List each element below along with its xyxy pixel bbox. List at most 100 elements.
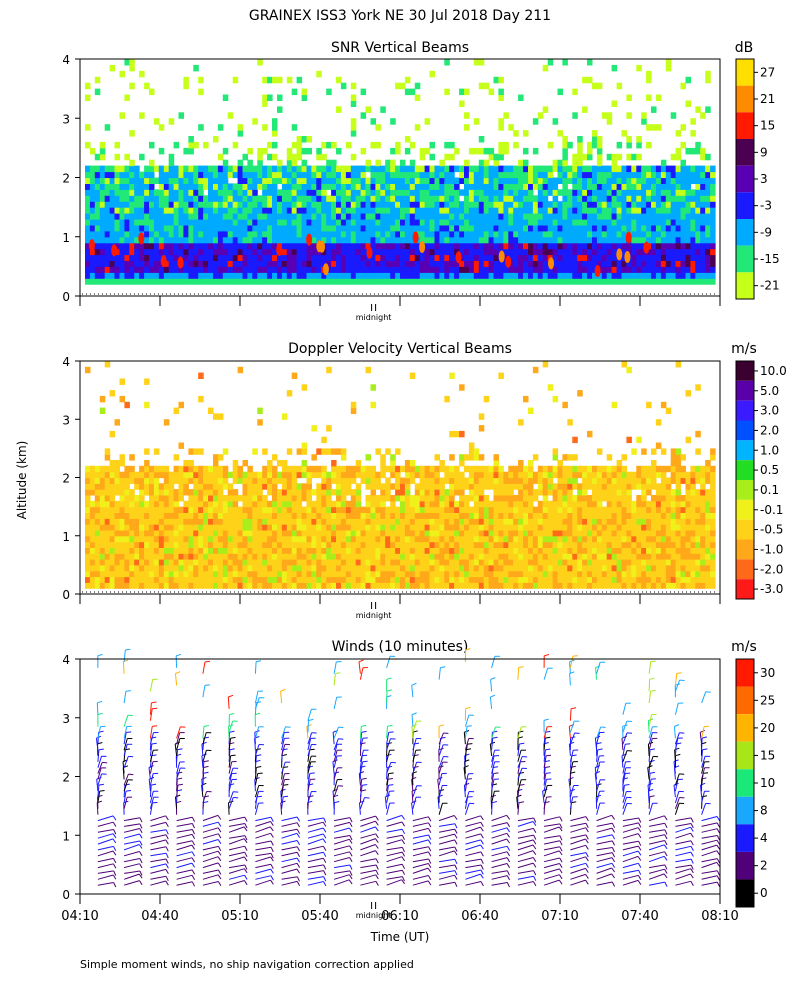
snr-cell: [203, 195, 209, 202]
snr-cell: [685, 230, 691, 238]
snr-cell: [168, 207, 175, 214]
doppler-cell: [306, 576, 312, 583]
snr-cell: [139, 260, 145, 267]
snr-cell: [646, 207, 652, 214]
snr-cell: [444, 141, 450, 149]
doppler-cell: [518, 477, 524, 484]
snr-cell: [414, 189, 421, 196]
doppler-cell: [281, 518, 288, 525]
snr-cell: [227, 230, 234, 238]
doppler-cell: [222, 547, 229, 554]
snr-cell: [498, 242, 504, 250]
snr-cell: [414, 266, 421, 273]
doppler-cell: [262, 576, 268, 583]
snr-cell: [395, 224, 401, 232]
doppler-cell: [227, 559, 234, 566]
snr-cell: [198, 278, 204, 285]
doppler-cell: [528, 564, 534, 572]
doppler-cell: [242, 564, 248, 572]
doppler-cell: [537, 506, 544, 513]
snr-cell: [464, 112, 470, 119]
snr-cell: [183, 254, 189, 261]
snr-cell: [242, 224, 248, 232]
snr-cell: [89, 189, 96, 196]
snr-cell: [316, 195, 322, 202]
panel-snr-title: SNR Vertical Beams: [331, 40, 469, 56]
doppler-cell: [89, 559, 96, 566]
doppler-cell: [385, 576, 391, 583]
snr-cell: [109, 254, 116, 261]
snr-cell: [680, 272, 686, 279]
doppler-cell: [252, 582, 258, 589]
snr-cell: [577, 207, 583, 214]
doppler-cell: [296, 489, 303, 496]
snr-cell: [400, 230, 406, 238]
snr-cell: [498, 183, 504, 190]
snr-cell: [641, 118, 647, 125]
snr-cell: [94, 224, 101, 232]
snr-cell: [247, 236, 253, 244]
snr-cell: [277, 224, 283, 232]
doppler-cell: [104, 524, 111, 531]
doppler-cell: [203, 471, 209, 479]
doppler-cell: [434, 465, 440, 473]
snr-cell: [340, 171, 347, 179]
snr-cell: [577, 260, 583, 267]
snr-cell: [690, 165, 696, 173]
doppler-cell: [370, 524, 376, 531]
doppler-cell: [139, 512, 145, 519]
snr-cell: [94, 278, 101, 285]
doppler-cell: [454, 564, 460, 572]
doppler-cell: [163, 419, 170, 426]
doppler-cell: [124, 535, 130, 543]
doppler-cell: [99, 535, 106, 543]
doppler-cell: [178, 576, 184, 583]
doppler-cell: [395, 559, 401, 566]
snr-cell: [641, 260, 647, 267]
snr-cell: [547, 171, 554, 179]
snr-cell: [596, 254, 603, 261]
snr-cell: [498, 153, 504, 161]
snr-cell: [675, 224, 682, 232]
doppler-cell: [129, 500, 135, 508]
doppler-cell: [493, 489, 499, 496]
snr-cell: [183, 242, 189, 250]
snr-cell: [252, 189, 258, 196]
doppler-cell: [331, 529, 337, 537]
snr-cell: [680, 224, 686, 232]
snr-cell: [89, 213, 96, 220]
doppler-cell: [153, 541, 160, 548]
doppler-cell: [272, 564, 278, 572]
snr-cell: [690, 213, 696, 220]
doppler-cell: [178, 570, 184, 578]
snr-cell: [306, 266, 312, 273]
doppler-cell: [124, 524, 130, 531]
snr-cell: [419, 278, 426, 285]
doppler-cell: [439, 477, 445, 484]
doppler-cell: [213, 489, 219, 496]
doppler-cell: [395, 465, 401, 473]
snr-cell: [129, 195, 135, 202]
snr-cell: [193, 260, 199, 267]
doppler-cell: [473, 483, 480, 490]
snr-cell: [493, 266, 499, 273]
snr-cell: [660, 159, 667, 167]
doppler-cell: [414, 541, 421, 548]
snr-cell: [473, 177, 480, 184]
snr-cell: [321, 213, 327, 220]
snr-cell: [636, 177, 642, 184]
snr-cell: [660, 278, 667, 285]
doppler-cell: [158, 471, 165, 479]
snr-cell: [237, 189, 244, 196]
snr-cell: [173, 254, 180, 261]
doppler-cell: [404, 529, 411, 537]
doppler-cell: [464, 553, 470, 560]
snr-cell: [626, 207, 632, 214]
snr-cell: [99, 266, 106, 273]
doppler-cell: [277, 535, 283, 543]
snr-cell: [124, 171, 130, 179]
doppler-cell: [153, 495, 160, 502]
doppler-cell: [291, 506, 298, 513]
snr-cell: [493, 183, 499, 190]
snr-cell: [528, 219, 534, 226]
